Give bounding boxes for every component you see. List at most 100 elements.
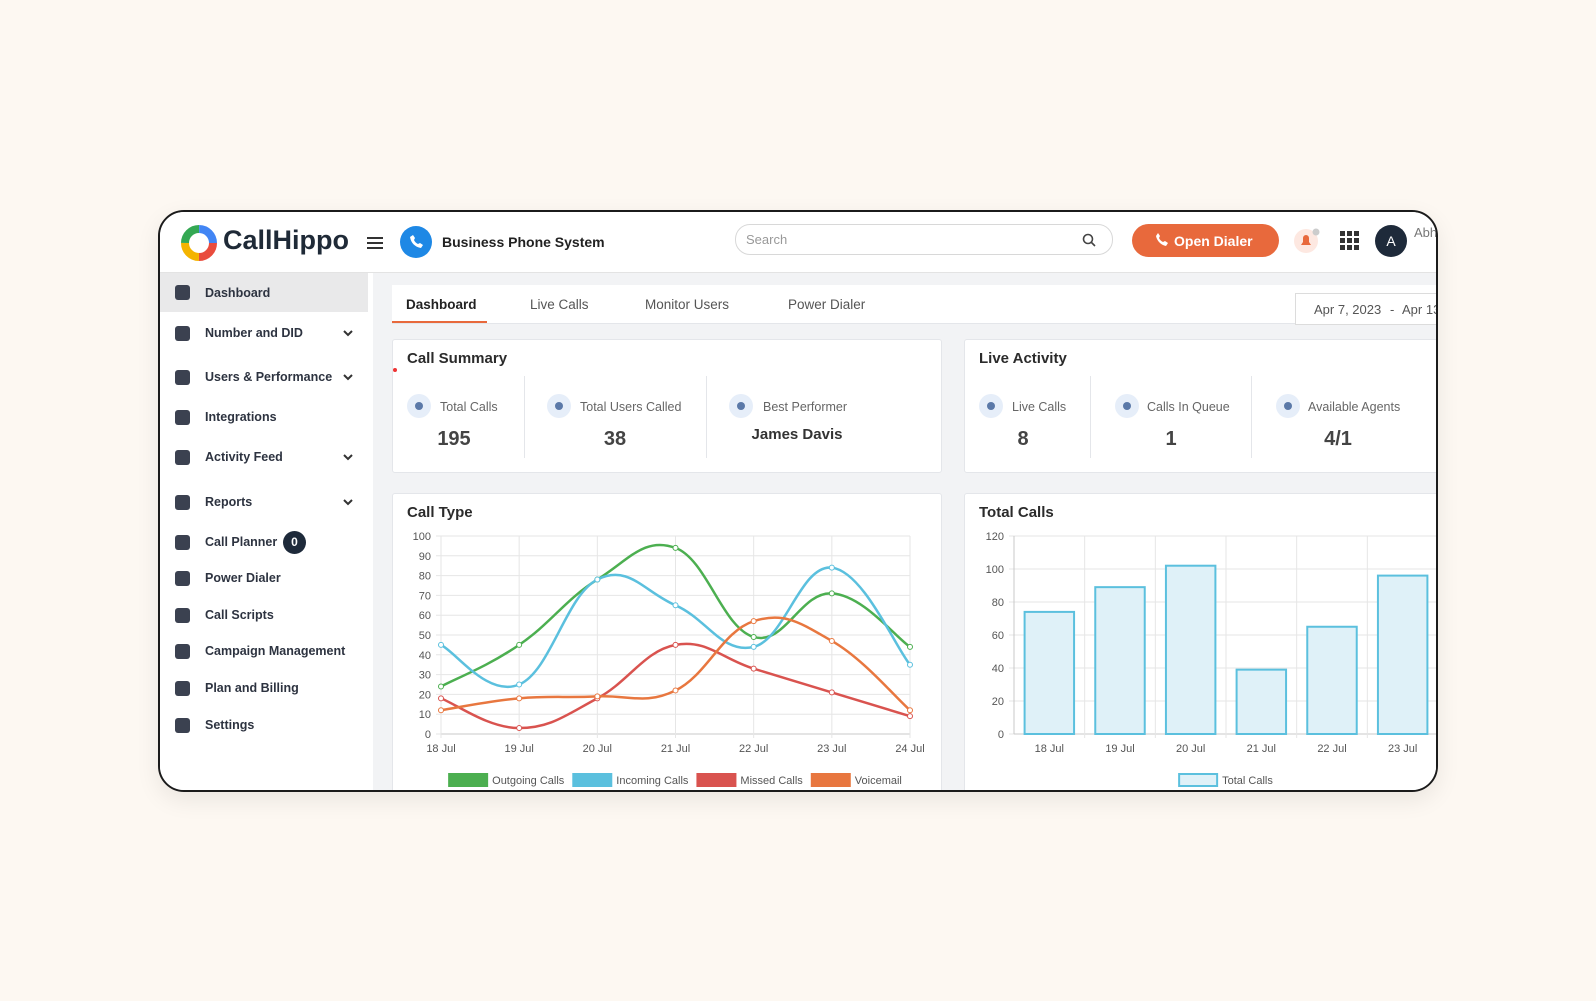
x-tick-label: 18 Jul: [1035, 743, 1064, 755]
data-point: [907, 707, 913, 714]
chevron: [343, 330, 353, 337]
stat-label: Available Agents: [1308, 400, 1401, 414]
nav-item[interactable]: Power Dialer: [160, 560, 368, 596]
date-range[interactable]: Apr 7, 2023 - Apr 13: [1295, 293, 1436, 325]
card-title: Live Activity: [979, 350, 1067, 367]
legend-swatch: [1178, 773, 1219, 787]
tab[interactable]: Power Dialer: [788, 297, 866, 312]
legend-item[interactable]: Incoming Calls: [572, 773, 689, 787]
y-tick-label: 70: [419, 590, 431, 602]
logo-mark: [181, 225, 217, 261]
nav-item[interactable]: Activity Feed: [160, 439, 368, 475]
nav-item[interactable]: Reports: [160, 484, 368, 520]
data-point: [594, 576, 601, 583]
legend-item[interactable]: Voicemail: [810, 773, 902, 787]
open-dialer-button[interactable]: Open Dialer: [1132, 224, 1279, 257]
y-tick-label: 80: [992, 597, 1004, 609]
stat-value: 1: [1165, 428, 1177, 450]
nav-label: Call Planner: [205, 535, 278, 549]
tab-bar: Dashboard Live Calls Monitor Users Power Di…: [392, 285, 1436, 324]
y-tick-label: 20: [992, 696, 1004, 708]
chevron-path: [343, 454, 353, 461]
stat-value: 38: [603, 428, 627, 450]
search-box[interactable]: Search: [735, 224, 1113, 255]
x-tick-label: 19 Jul: [504, 743, 533, 755]
nav-icon: [175, 644, 190, 659]
legend-item[interactable]: Outgoing Calls: [448, 773, 565, 787]
y-tick-label: 120: [986, 531, 1004, 543]
nav-icon: [175, 326, 190, 341]
menu-button[interactable]: [367, 236, 383, 250]
stat-divider: [706, 376, 707, 458]
nav-item[interactable]: Users & Performance: [160, 359, 368, 395]
data-point: [516, 641, 523, 648]
data-point: [672, 602, 679, 609]
nav-item[interactable]: Call Scripts: [160, 597, 368, 633]
nav-icon: [175, 571, 190, 586]
nav-item[interactable]: Integrations: [160, 399, 368, 435]
data-point: [594, 693, 601, 700]
data-point: [828, 564, 835, 571]
stat-value: 4/1: [1324, 428, 1352, 450]
nav-item[interactable]: Settings: [160, 707, 368, 743]
tab-underline: [392, 321, 487, 323]
nav-item[interactable]: Call Planner 0: [160, 524, 368, 560]
x-tick-label: 21 Jul: [661, 743, 690, 755]
stat-value: James Davis: [751, 426, 843, 443]
nav-label: Dashboard: [205, 285, 271, 300]
tab[interactable]: Live Calls: [530, 297, 589, 312]
stat-value: 8: [1017, 428, 1029, 450]
brand: CallHippo: [223, 225, 349, 255]
x-tick-label: 20 Jul: [1176, 743, 1205, 755]
legend-item[interactable]: Missed Calls: [696, 773, 803, 787]
tab[interactable]: Monitor Users: [645, 297, 730, 312]
data-point: [516, 725, 523, 732]
nav-icon: [175, 370, 190, 385]
nav-label: Campaign Management: [205, 644, 346, 658]
nav-icon: [175, 495, 190, 510]
nav-label: Integrations: [205, 410, 277, 424]
data-point: [672, 544, 679, 551]
header: CallHippo Business Phone System Search O…: [160, 212, 1436, 273]
product-name: Business Phone System: [442, 234, 605, 250]
stat-icon: [1276, 394, 1300, 418]
y-tick-label: 20: [419, 689, 431, 701]
stat-label: Live Calls: [1012, 400, 1067, 414]
x-tick-label: 19 Jul: [1105, 743, 1134, 755]
stat-divider: [1251, 376, 1252, 458]
apps-grid[interactable]: [1340, 231, 1360, 251]
y-tick-label: 40: [992, 663, 1004, 675]
y-tick-label: 90: [419, 551, 431, 563]
chevron: [343, 374, 353, 381]
y-tick-label: 0: [425, 729, 431, 741]
nav-item[interactable]: Campaign Management: [160, 633, 368, 669]
avatar[interactable]: A: [1375, 225, 1407, 257]
nav-label: Call Scripts: [205, 608, 274, 622]
data-point: [750, 643, 757, 650]
bar: [1094, 586, 1146, 736]
nav-icon: [175, 285, 190, 300]
legend-swatch: [448, 773, 489, 787]
bar: [1164, 564, 1217, 735]
stat-value: 195: [437, 428, 471, 450]
legend-swatch: [696, 773, 737, 787]
nav-label: Plan and Billing: [205, 681, 299, 695]
chart: 0 10 20 30 40 50 60 70 80 90 100 18 Jul 19 Jul 20 Jul…: [413, 531, 925, 787]
data-point: [907, 643, 913, 650]
x-tick-label: 24 Jul: [895, 743, 924, 755]
card-title: Total Calls: [979, 504, 1054, 521]
y-tick-label: 100: [413, 531, 431, 543]
nav-item[interactable]: Plan and Billing: [160, 670, 368, 706]
card-title: Call Summary: [407, 350, 508, 367]
nav-item[interactable]: Number and DID: [160, 315, 368, 351]
data-point: [750, 618, 757, 625]
nav-item[interactable]: Dashboard: [160, 273, 368, 312]
chevron-path: [343, 374, 353, 381]
tab[interactable]: Dashboard: [406, 297, 477, 312]
nav-icon: [175, 535, 190, 550]
card-title: Call Type: [407, 504, 473, 521]
notifications[interactable]: [1293, 226, 1323, 256]
legend-item[interactable]: Total Calls: [1178, 773, 1273, 787]
data-point: [672, 641, 679, 648]
chevron: [343, 454, 353, 461]
